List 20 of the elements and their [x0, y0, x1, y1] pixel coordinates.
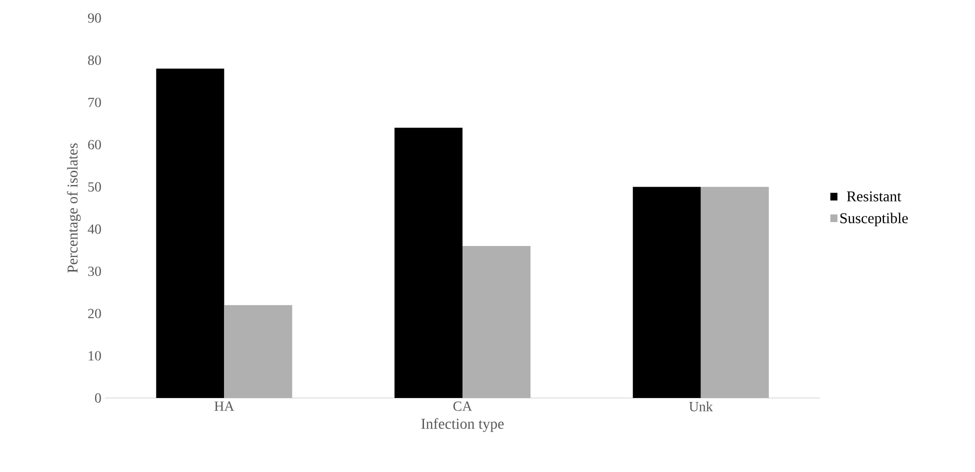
y-axis-title: Percentage of isolates [66, 143, 81, 273]
y-tick-label: 60 [88, 140, 101, 150]
y-tick-label: 0 [95, 393, 101, 403]
x-tick-label: Unk [689, 402, 713, 412]
bar [632, 186, 701, 398]
x-tick-label: CA [453, 402, 472, 411]
y-tick-label: 70 [88, 98, 101, 108]
bar [394, 128, 463, 398]
legend-label: Susceptible [840, 212, 908, 226]
x-axis-title: Infection type [421, 418, 504, 432]
legend-label: Resistant [846, 191, 902, 202]
y-tick-label: 20 [88, 308, 101, 318]
y-tick-label: 90 [88, 13, 101, 23]
y-tick-label: 80 [88, 56, 101, 65]
y-tick-label: 30 [88, 266, 101, 276]
x-tick-label: HA [214, 402, 234, 411]
y-tick-label: 50 [88, 182, 101, 192]
y-tick-label: 40 [88, 224, 101, 234]
bar [156, 68, 224, 398]
y-tick-label: 10 [88, 351, 101, 360]
